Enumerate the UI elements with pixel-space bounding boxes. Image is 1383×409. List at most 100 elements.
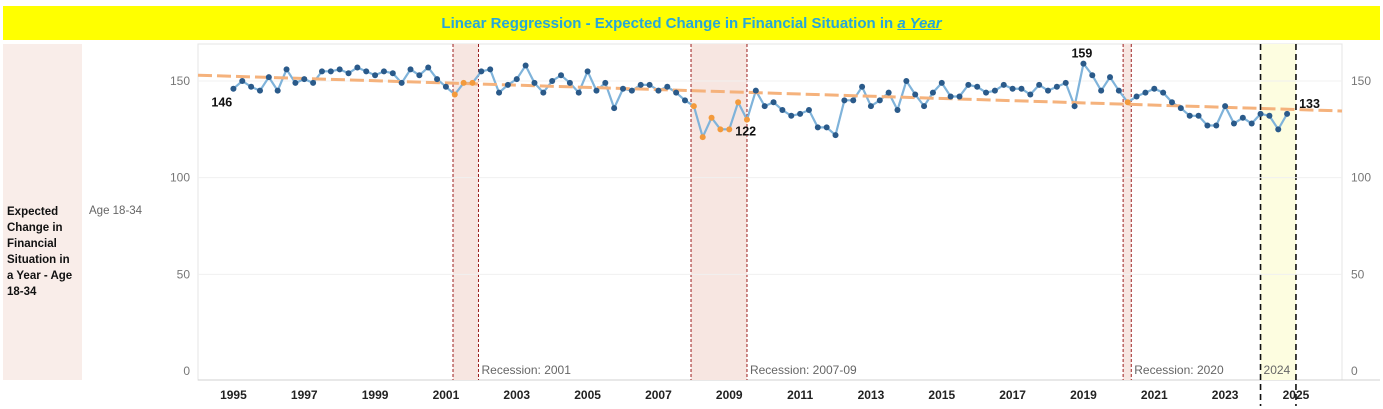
data-point (850, 97, 857, 104)
data-point (513, 76, 520, 83)
data-point (823, 124, 830, 131)
data-point (1239, 114, 1246, 121)
chart-title-bar: Linear Reggression - Expected Change in … (3, 6, 1380, 40)
data-point (859, 83, 866, 90)
data-point (938, 79, 945, 86)
data-point (345, 70, 352, 77)
data-point (628, 87, 635, 94)
y-tick-label-right: 0 (1351, 364, 1358, 378)
y-tick-label-left: 50 (177, 267, 191, 281)
chart-title: Linear Reggression - Expected Change in … (441, 14, 942, 32)
data-point (416, 72, 423, 79)
trend-line (197, 73, 1343, 113)
x-tick-label: 1997 (291, 388, 318, 402)
data-point (726, 126, 733, 133)
data-point (1107, 74, 1114, 81)
data-point (991, 87, 998, 94)
data-point (797, 110, 804, 117)
data-point (1142, 89, 1149, 96)
data-point (478, 68, 485, 75)
data-point (867, 103, 874, 110)
point-label: 133 (1299, 97, 1320, 111)
data-point (1115, 87, 1122, 94)
data-point (1062, 79, 1069, 86)
y-tick-label-left: 150 (170, 74, 190, 88)
data-point (761, 103, 768, 110)
data-point (248, 83, 255, 90)
data-point (912, 91, 919, 98)
y-tick-label-right: 100 (1351, 171, 1371, 185)
data-point (1230, 120, 1237, 127)
data-point (1045, 87, 1052, 94)
data-point (1177, 105, 1184, 112)
data-point (1257, 110, 1264, 117)
data-point (752, 87, 759, 94)
recession-label: Recession: 2001 (482, 363, 572, 377)
data-point (1204, 122, 1211, 129)
data-point (380, 68, 387, 75)
y-tick-label-left: 100 (170, 171, 190, 185)
data-point (1284, 110, 1291, 117)
data-point (620, 85, 627, 92)
data-point (566, 79, 573, 86)
data-point (1000, 81, 1007, 88)
data-point (336, 66, 343, 73)
y-tick-label-right: 50 (1351, 267, 1365, 281)
data-point (442, 83, 449, 90)
x-tick-label: 2015 (928, 388, 955, 402)
data-point (921, 103, 928, 110)
data-point (779, 107, 786, 113)
forecast-band (1260, 44, 1296, 380)
sub-label: Age 18-34 (89, 205, 143, 217)
data-point (929, 89, 936, 96)
data-point (1186, 112, 1193, 119)
data-point (876, 97, 883, 104)
data-point (1195, 112, 1202, 119)
point-label: 122 (735, 124, 756, 138)
data-point (1080, 60, 1087, 67)
data-point (469, 79, 476, 86)
data-point (708, 114, 715, 121)
data-point (974, 83, 981, 90)
data-point (239, 78, 246, 84)
data-point (496, 89, 503, 96)
x-tick-label: 2001 (433, 388, 460, 402)
data-point (1168, 99, 1175, 106)
data-point (1071, 103, 1078, 110)
data-point (664, 83, 671, 90)
data-point (1213, 122, 1220, 129)
data-point (655, 87, 662, 94)
data-point (983, 89, 990, 96)
data-point (460, 79, 467, 86)
data-point (310, 79, 317, 86)
data-point (965, 81, 972, 88)
data-point (894, 107, 901, 113)
data-point (735, 99, 742, 106)
data-point (1266, 112, 1273, 119)
data-point (903, 78, 910, 84)
data-point (327, 68, 334, 75)
recession-label: Recession: 2007-09 (750, 363, 857, 377)
row-label: Expected Change in Financial Situation i… (7, 206, 73, 298)
data-point (434, 76, 441, 83)
x-tick-label: 2019 (1070, 388, 1097, 402)
x-tick-label: 2017 (999, 388, 1026, 402)
data-point (575, 89, 582, 96)
y-tick-label-right: 150 (1351, 74, 1371, 88)
x-tick-label: 2021 (1141, 388, 1168, 402)
data-point (1133, 93, 1140, 100)
x-tick-label: 2007 (645, 388, 672, 402)
data-point (646, 81, 653, 88)
row-header-panel (3, 44, 82, 380)
recession-band (1123, 44, 1132, 380)
data-point (265, 74, 272, 81)
x-tick-label: 1999 (362, 388, 389, 402)
data-point (814, 124, 821, 131)
data-point (1018, 85, 1025, 92)
data-point (504, 81, 511, 88)
data-point (593, 87, 600, 94)
data-point (832, 132, 839, 139)
data-point (522, 62, 529, 69)
recession-label: Recession: 2020 (1134, 363, 1224, 377)
x-tick-label: 2011 (787, 388, 813, 402)
